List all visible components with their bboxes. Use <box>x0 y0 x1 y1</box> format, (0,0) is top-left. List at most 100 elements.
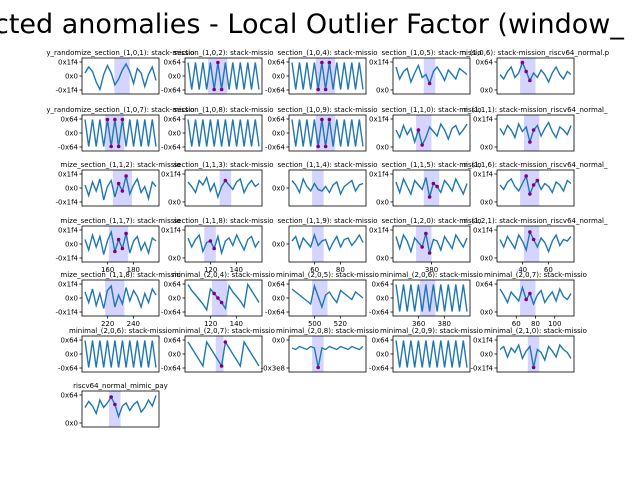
series-line <box>395 284 468 312</box>
anomaly-point <box>535 178 540 183</box>
anomaly-point <box>528 78 532 83</box>
anomaly-point <box>320 60 324 65</box>
x-tick-label: 500 <box>308 320 321 328</box>
axes-frame <box>496 57 575 95</box>
anomaly-point <box>531 365 536 370</box>
anomaly-point <box>416 128 421 132</box>
subplot-title: minimal_(2,0,9): stack-missio <box>380 327 483 335</box>
y-tick-label: 0x1f4 <box>473 227 494 235</box>
x-tick-label: 60 <box>310 266 319 274</box>
anomaly-point <box>116 181 121 186</box>
y-tick-label: 0x1f4 <box>473 337 494 345</box>
y-tick-label: -0x1f4 <box>56 309 79 317</box>
subplot-2: section_(1,0,2): stack-missio 0x64 0x0 -0x6… <box>161 49 274 95</box>
series-line <box>84 119 157 147</box>
anomaly-point <box>524 69 528 74</box>
subplot-18: section_(1,1,9): stack-missio 0x0 60 80 <box>272 217 378 274</box>
y-tick-label: 0x1f4 <box>369 171 390 179</box>
y-tick-label: 0x0 <box>376 295 389 303</box>
y-tick-label: 0x0 <box>480 144 493 152</box>
subplot-title: minimal_(2,0,6): stack-missio <box>69 327 172 335</box>
anomaly-point <box>424 231 428 236</box>
y-tick-label: 0x0 <box>168 199 181 207</box>
axes-frame <box>496 114 575 152</box>
anomaly-point <box>116 144 121 149</box>
series-line <box>291 62 364 90</box>
y-tick-label: 0x1f4 <box>369 116 390 124</box>
axes-frame <box>392 114 471 152</box>
series-line <box>291 345 364 368</box>
subplot-24: minimal_(2,0,6): stack-missio 0x64 0x0 -0x6… <box>369 271 483 328</box>
y-tick-label: 0x64 <box>163 116 181 124</box>
subplot-title: y_randomize_section_(1,0,1): stack-missi… <box>46 49 194 57</box>
series-line <box>499 60 572 84</box>
series-line <box>291 283 364 310</box>
axes-frame <box>392 57 471 95</box>
anomaly-point <box>320 117 324 122</box>
x-tick-label: 160 <box>101 266 114 274</box>
anomaly-point <box>427 195 432 199</box>
subplot-title: section_(1,2,0): stack-missio <box>382 217 482 225</box>
subplot-29: minimal_(2,0,9): stack-missio 0x64 0x0 -0x6… <box>369 327 483 373</box>
anomaly-point <box>327 117 332 122</box>
y-tick-label: -0x64 <box>161 309 182 317</box>
subplot-25: minimal_(2,0,7): stack-missio 0x64 0x0 60 80… <box>475 271 586 328</box>
y-tick-label: 0x0 <box>480 309 493 317</box>
y-tick-label: 0x64 <box>60 116 78 124</box>
subplot-26: minimal_(2,0,6): stack-missio 0x64 0x0 -0x6… <box>58 327 172 373</box>
subplot-30: minimal_(2,1,0): stack-missio 0x1f4 0x0 -0x… <box>471 327 587 373</box>
anomaly-point <box>528 192 532 196</box>
y-tick-label: -0x64 <box>265 144 286 152</box>
anomaly-window-span <box>312 336 324 372</box>
y-tick-label: 0x64 <box>163 281 181 289</box>
y-tick-label: 0x1f4 <box>473 171 494 179</box>
subplot-1: y_randomize_section_(1,0,1): stack-missi… <box>46 49 194 95</box>
subplot-title: section_(1,1,5): stack-missio <box>382 161 482 169</box>
series-line <box>499 120 572 145</box>
anomaly-point <box>420 245 424 249</box>
subplot-title: minimal_(2,1,0): stack-missio <box>484 327 587 335</box>
subplot-31: riscv64_normal_mimic_pay 0x64 0x0 <box>60 382 167 428</box>
y-tick-label: 0x0 <box>376 255 389 263</box>
axes-frame <box>184 169 263 207</box>
subplot-title: riscv64_normal_mimic_pay <box>73 382 168 390</box>
y-tick-label: 0x0 <box>65 420 78 428</box>
y-tick-label: 0x1f4 <box>58 227 79 235</box>
subplot-title: section_(1,1,4): stack-missio <box>278 161 378 169</box>
subplot-title: section_(1,0,9): stack-missio <box>278 106 378 114</box>
anomaly-point <box>316 87 320 92</box>
anomaly-window-span <box>523 115 540 151</box>
subplot-11: mize_section_(1,1,2): stack-missio 0x1f4 0… <box>56 161 181 207</box>
series-line <box>187 119 260 147</box>
series-line <box>291 177 364 196</box>
y-tick-label: 0x64 <box>371 281 389 289</box>
anomaly-point <box>120 246 125 251</box>
anomaly-point <box>427 81 432 86</box>
x-tick-label: 360 <box>412 320 425 328</box>
anomaly-point <box>323 87 328 92</box>
subplot-12: section_(1,1,3): stack-missio 0x1f4 0x0 <box>161 161 273 207</box>
series-line <box>187 233 260 256</box>
subplot-title: minimal_(2,0,5): stack-missio <box>276 271 379 279</box>
y-tick-label: 0x0 <box>376 199 389 207</box>
anomaly-point <box>212 87 216 92</box>
x-tick-label: 60 <box>544 266 553 274</box>
anomaly-point <box>219 87 224 92</box>
subplot-14: section_(1,1,5): stack-missio 0x1f4 0x0 <box>369 161 481 207</box>
y-tick-label: -0x64 <box>58 365 79 373</box>
x-tick-label: 140 <box>230 320 243 328</box>
subplot-5: n_(1,0,6): stack-mission_riscv64_normal.… <box>462 49 610 95</box>
subplot-21: mize_section_(1,1,8): stack-missio 0x1f4 0… <box>56 271 181 328</box>
y-tick-label: 0x0 <box>65 241 78 249</box>
subplot-title: section_(1,0,2): stack-missio <box>174 49 274 57</box>
subplot-3: section_(1,0,4): stack-missio 0x64 0x0 -0x6… <box>265 49 378 95</box>
y-tick-label: 0x1f4 <box>58 59 79 67</box>
anomaly-point <box>216 296 220 300</box>
x-tick-label: 240 <box>127 320 140 328</box>
series-line <box>84 62 157 92</box>
axes-frame <box>392 169 471 207</box>
anomaly-point <box>124 231 128 236</box>
x-tick-label: 380 <box>425 266 438 274</box>
anomaly-point <box>524 297 528 302</box>
